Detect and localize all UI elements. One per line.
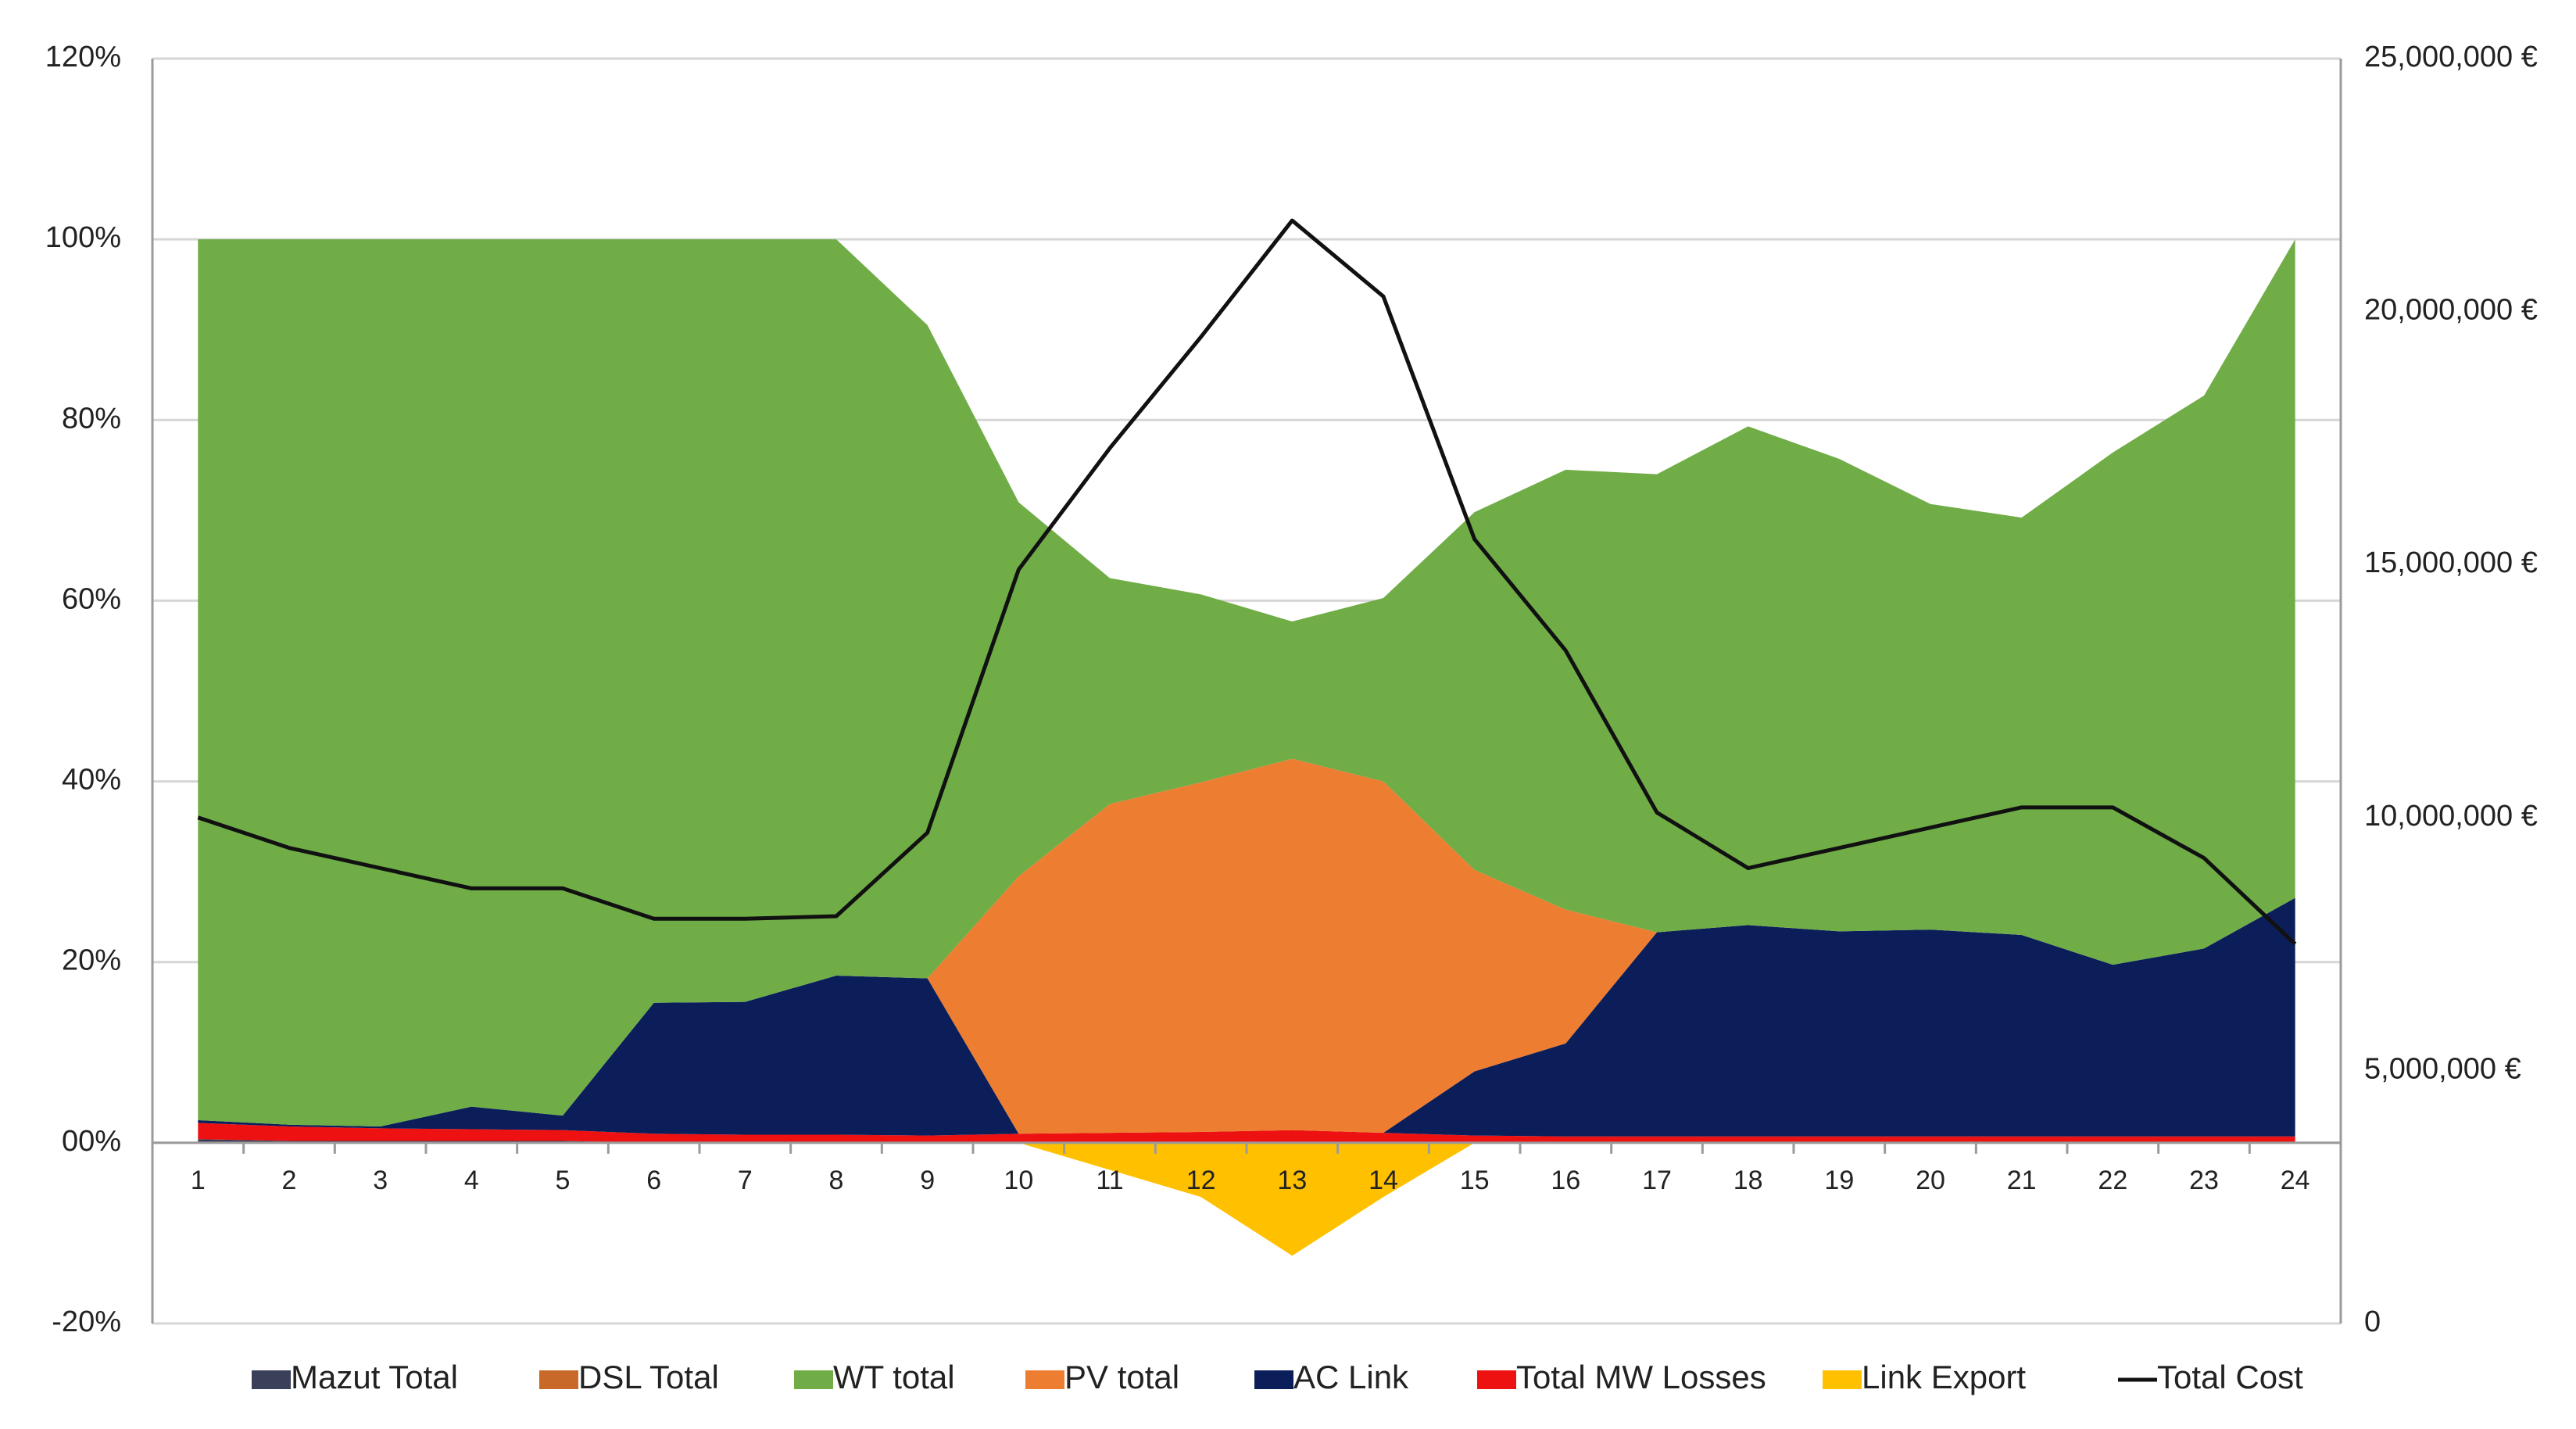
x-tick-label: 10 [1004, 1166, 1033, 1195]
y-right-tick-label: 20,000,000 € [2364, 294, 2538, 327]
legend-swatch-link-export [1823, 1370, 1862, 1389]
y-left-tick-label: 40% [62, 764, 121, 797]
y-right-tick-label: 15,000,000 € [2364, 546, 2538, 579]
legend-item-ac-link: AC Link [1254, 1359, 1409, 1395]
x-tick-label: 3 [373, 1166, 388, 1195]
x-tick-label: 24 [2281, 1166, 2310, 1195]
y-right-tick-label: 10,000,000 € [2364, 800, 2538, 833]
x-tick-label: 12 [1186, 1166, 1216, 1195]
legend-swatch-ac-link [1254, 1370, 1293, 1389]
legend-swatch-dsl-total [539, 1370, 578, 1389]
x-tick-label: 4 [464, 1166, 479, 1195]
legend-label: Total MW Losses [1516, 1359, 1766, 1395]
legend-item-link-export: Link Export [1823, 1359, 2026, 1395]
cost-line-layer [197, 218, 2297, 946]
legend-item-mazut-total: Mazut Total [252, 1359, 458, 1395]
y-right-tick-label: 0 [2364, 1305, 2381, 1338]
x-tick-label: 15 [1460, 1166, 1490, 1195]
y-left-tick-label: 60% [62, 582, 121, 615]
legend-label: Mazut Total [291, 1359, 458, 1395]
y-right-tick-label: 5,000,000 € [2364, 1052, 2521, 1085]
area-total-mw-losses [198, 1123, 2295, 1143]
x-tick-label: 5 [556, 1166, 571, 1195]
line-total-cost [197, 218, 2297, 946]
legend-label: Link Export [1862, 1359, 2026, 1395]
x-tick-label: 23 [2189, 1166, 2219, 1195]
legend-label: WT total [833, 1359, 955, 1395]
x-tick-label: 19 [1824, 1166, 1854, 1195]
plot-area [198, 239, 2295, 1256]
legend-item-total-cost: Total Cost [2118, 1359, 2303, 1395]
x-tick-label: 8 [829, 1166, 844, 1195]
x-tick-label: 13 [1277, 1166, 1307, 1195]
x-tick-label: 17 [1642, 1166, 1672, 1195]
y-left-tick-label: 00% [62, 1125, 121, 1158]
x-tick-label: 20 [1916, 1166, 1945, 1195]
x-tick-label: 2 [282, 1166, 297, 1195]
legend-label: PV total [1064, 1359, 1179, 1395]
legend-swatch-wt-total [794, 1370, 833, 1389]
area-pv-total [198, 758, 2295, 1134]
legend-label: AC Link [1293, 1359, 1409, 1395]
x-tick-label: 18 [1733, 1166, 1763, 1195]
y-left-tick-label: 100% [45, 221, 121, 254]
x-tick-label: 7 [738, 1166, 753, 1195]
legend-swatch-total-mw-losses [1477, 1370, 1516, 1389]
y-left-tick-label: 120% [45, 41, 121, 73]
y-left-tick-label: -20% [52, 1305, 121, 1338]
legend-item-total-mw-losses: Total MW Losses [1477, 1359, 1766, 1395]
axes: -20% 00% 20% 40% 60% 80% 100% 120% 0 5,000,000 € 1… [45, 41, 2538, 1338]
area-ac-link [198, 897, 2295, 1137]
legend-item-pv-total: PV total [1025, 1359, 1179, 1395]
area-wt-total [198, 239, 2295, 1127]
area-link-export [198, 1142, 2295, 1256]
y-left-tick-label: 80% [62, 402, 121, 435]
x-tick-label: 22 [2098, 1166, 2127, 1195]
legend-label: DSL Total [578, 1359, 719, 1395]
legend-label: Total Cost [2157, 1359, 2303, 1395]
y-right-tick-label: 25,000,000 € [2364, 41, 2538, 73]
x-tick-label: 21 [2007, 1166, 2037, 1195]
x-tick-label: 11 [1096, 1166, 1123, 1195]
x-tick-label: 9 [920, 1166, 935, 1195]
x-tick-label: 6 [646, 1166, 661, 1195]
legend-item-dsl-total: DSL Total [539, 1359, 719, 1395]
y-left-tick-label: 20% [62, 944, 121, 977]
x-tick-label: 16 [1551, 1166, 1580, 1195]
legend-swatch-mazut-total [252, 1370, 291, 1389]
legend-item-wt-total: WT total [794, 1359, 955, 1395]
legend-swatch-pv-total [1025, 1370, 1064, 1389]
x-tick-label: 1 [191, 1166, 206, 1195]
x-tick-label: 14 [1368, 1166, 1398, 1195]
legend: Mazut Total DSL Total WT total PV total AC L… [252, 1359, 2303, 1395]
